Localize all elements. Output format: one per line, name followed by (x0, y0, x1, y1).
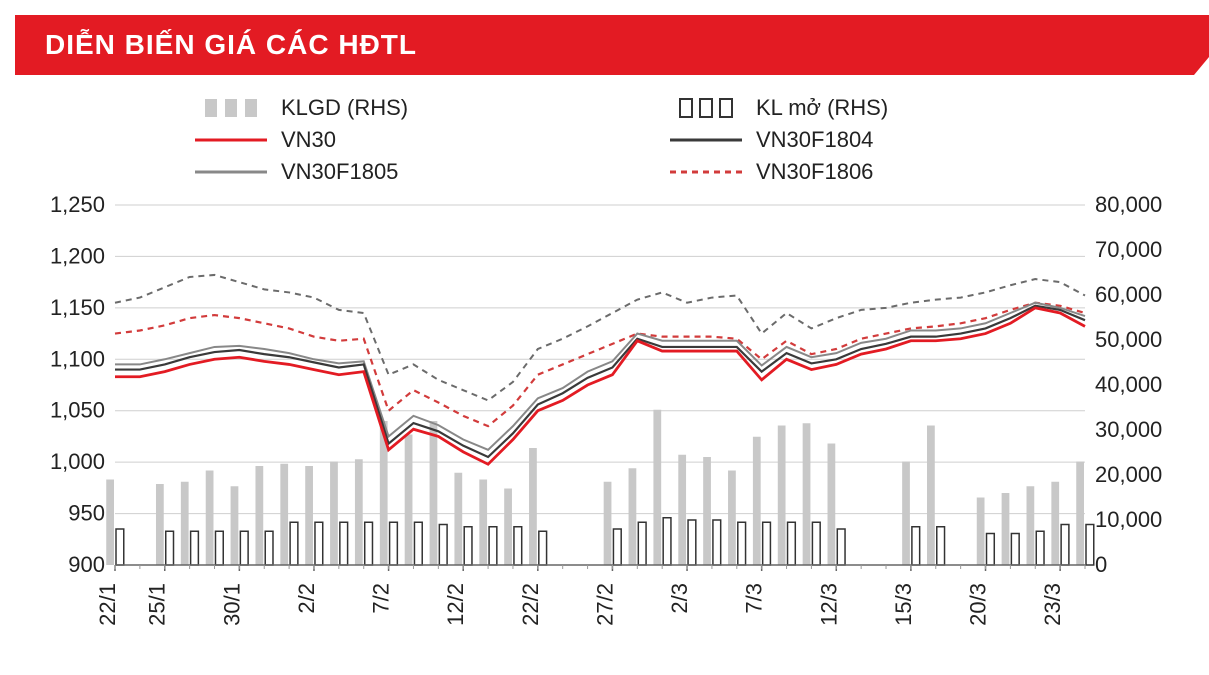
legend-swatch-klmo (670, 98, 742, 118)
svg-text:25/1: 25/1 (145, 583, 170, 626)
svg-text:22/2: 22/2 (518, 583, 543, 626)
svg-text:2/3: 2/3 (667, 583, 692, 614)
svg-text:23/3: 23/3 (1040, 583, 1065, 626)
svg-text:80,000: 80,000 (1095, 192, 1162, 217)
legend-item-klmo: KL mở (RHS) (670, 95, 1105, 121)
svg-text:7/2: 7/2 (369, 583, 394, 614)
svg-text:70,000: 70,000 (1095, 237, 1162, 262)
svg-text:1,250: 1,250 (50, 192, 105, 217)
legend-item-klgd: KLGD (RHS) (195, 95, 630, 121)
legend-swatch-f1804 (670, 130, 742, 150)
svg-text:950: 950 (68, 501, 105, 526)
svg-text:20/3: 20/3 (966, 583, 991, 626)
svg-text:50,000: 50,000 (1095, 327, 1162, 352)
svg-text:30/1: 30/1 (219, 583, 244, 626)
svg-text:2/2: 2/2 (294, 583, 319, 614)
legend-swatch-klgd (195, 98, 267, 118)
legend: KLGD (RHS) KL mở (RHS) VN30 VN30F1804 VN30F1… (195, 95, 1105, 185)
legend-label: KL mở (RHS) (756, 95, 888, 121)
svg-text:1,200: 1,200 (50, 243, 105, 268)
svg-text:30,000: 30,000 (1095, 417, 1162, 442)
svg-text:22/1: 22/1 (95, 583, 120, 626)
svg-text:1,000: 1,000 (50, 449, 105, 474)
svg-text:60,000: 60,000 (1095, 282, 1162, 307)
legend-swatch-vn30 (195, 130, 267, 150)
svg-text:40,000: 40,000 (1095, 372, 1162, 397)
svg-text:12/3: 12/3 (816, 583, 841, 626)
svg-text:1,050: 1,050 (50, 398, 105, 423)
legend-label: VN30F1805 (281, 159, 398, 185)
legend-swatch-f1806 (670, 162, 742, 182)
legend-item-f1804: VN30F1804 (670, 127, 1105, 153)
legend-label: KLGD (RHS) (281, 95, 408, 121)
svg-text:0: 0 (1095, 552, 1107, 577)
svg-text:7/3: 7/3 (742, 583, 767, 614)
svg-text:900: 900 (68, 552, 105, 577)
chart-container: KLGD (RHS) KL mở (RHS) VN30 VN30F1804 VN30F1… (15, 95, 1185, 655)
legend-label: VN30F1804 (756, 127, 873, 153)
legend-label: VN30 (281, 127, 336, 153)
svg-text:20,000: 20,000 (1095, 462, 1162, 487)
svg-text:10,000: 10,000 (1095, 507, 1162, 532)
legend-swatch-f1805 (195, 162, 267, 182)
legend-label: VN30F1806 (756, 159, 873, 185)
svg-text:27/2: 27/2 (592, 583, 617, 626)
legend-item-f1806: VN30F1806 (670, 159, 1105, 185)
header-banner: DIỄN BIẾN GIÁ CÁC HĐTL (15, 15, 1194, 75)
legend-item-vn30: VN30 (195, 127, 630, 153)
svg-text:1,150: 1,150 (50, 295, 105, 320)
svg-text:12/2: 12/2 (443, 583, 468, 626)
legend-item-f1805: VN30F1805 (195, 159, 630, 185)
header-title: DIỄN BIẾN GIÁ CÁC HĐTL (45, 29, 417, 60)
svg-text:1,100: 1,100 (50, 346, 105, 371)
svg-text:15/3: 15/3 (891, 583, 916, 626)
